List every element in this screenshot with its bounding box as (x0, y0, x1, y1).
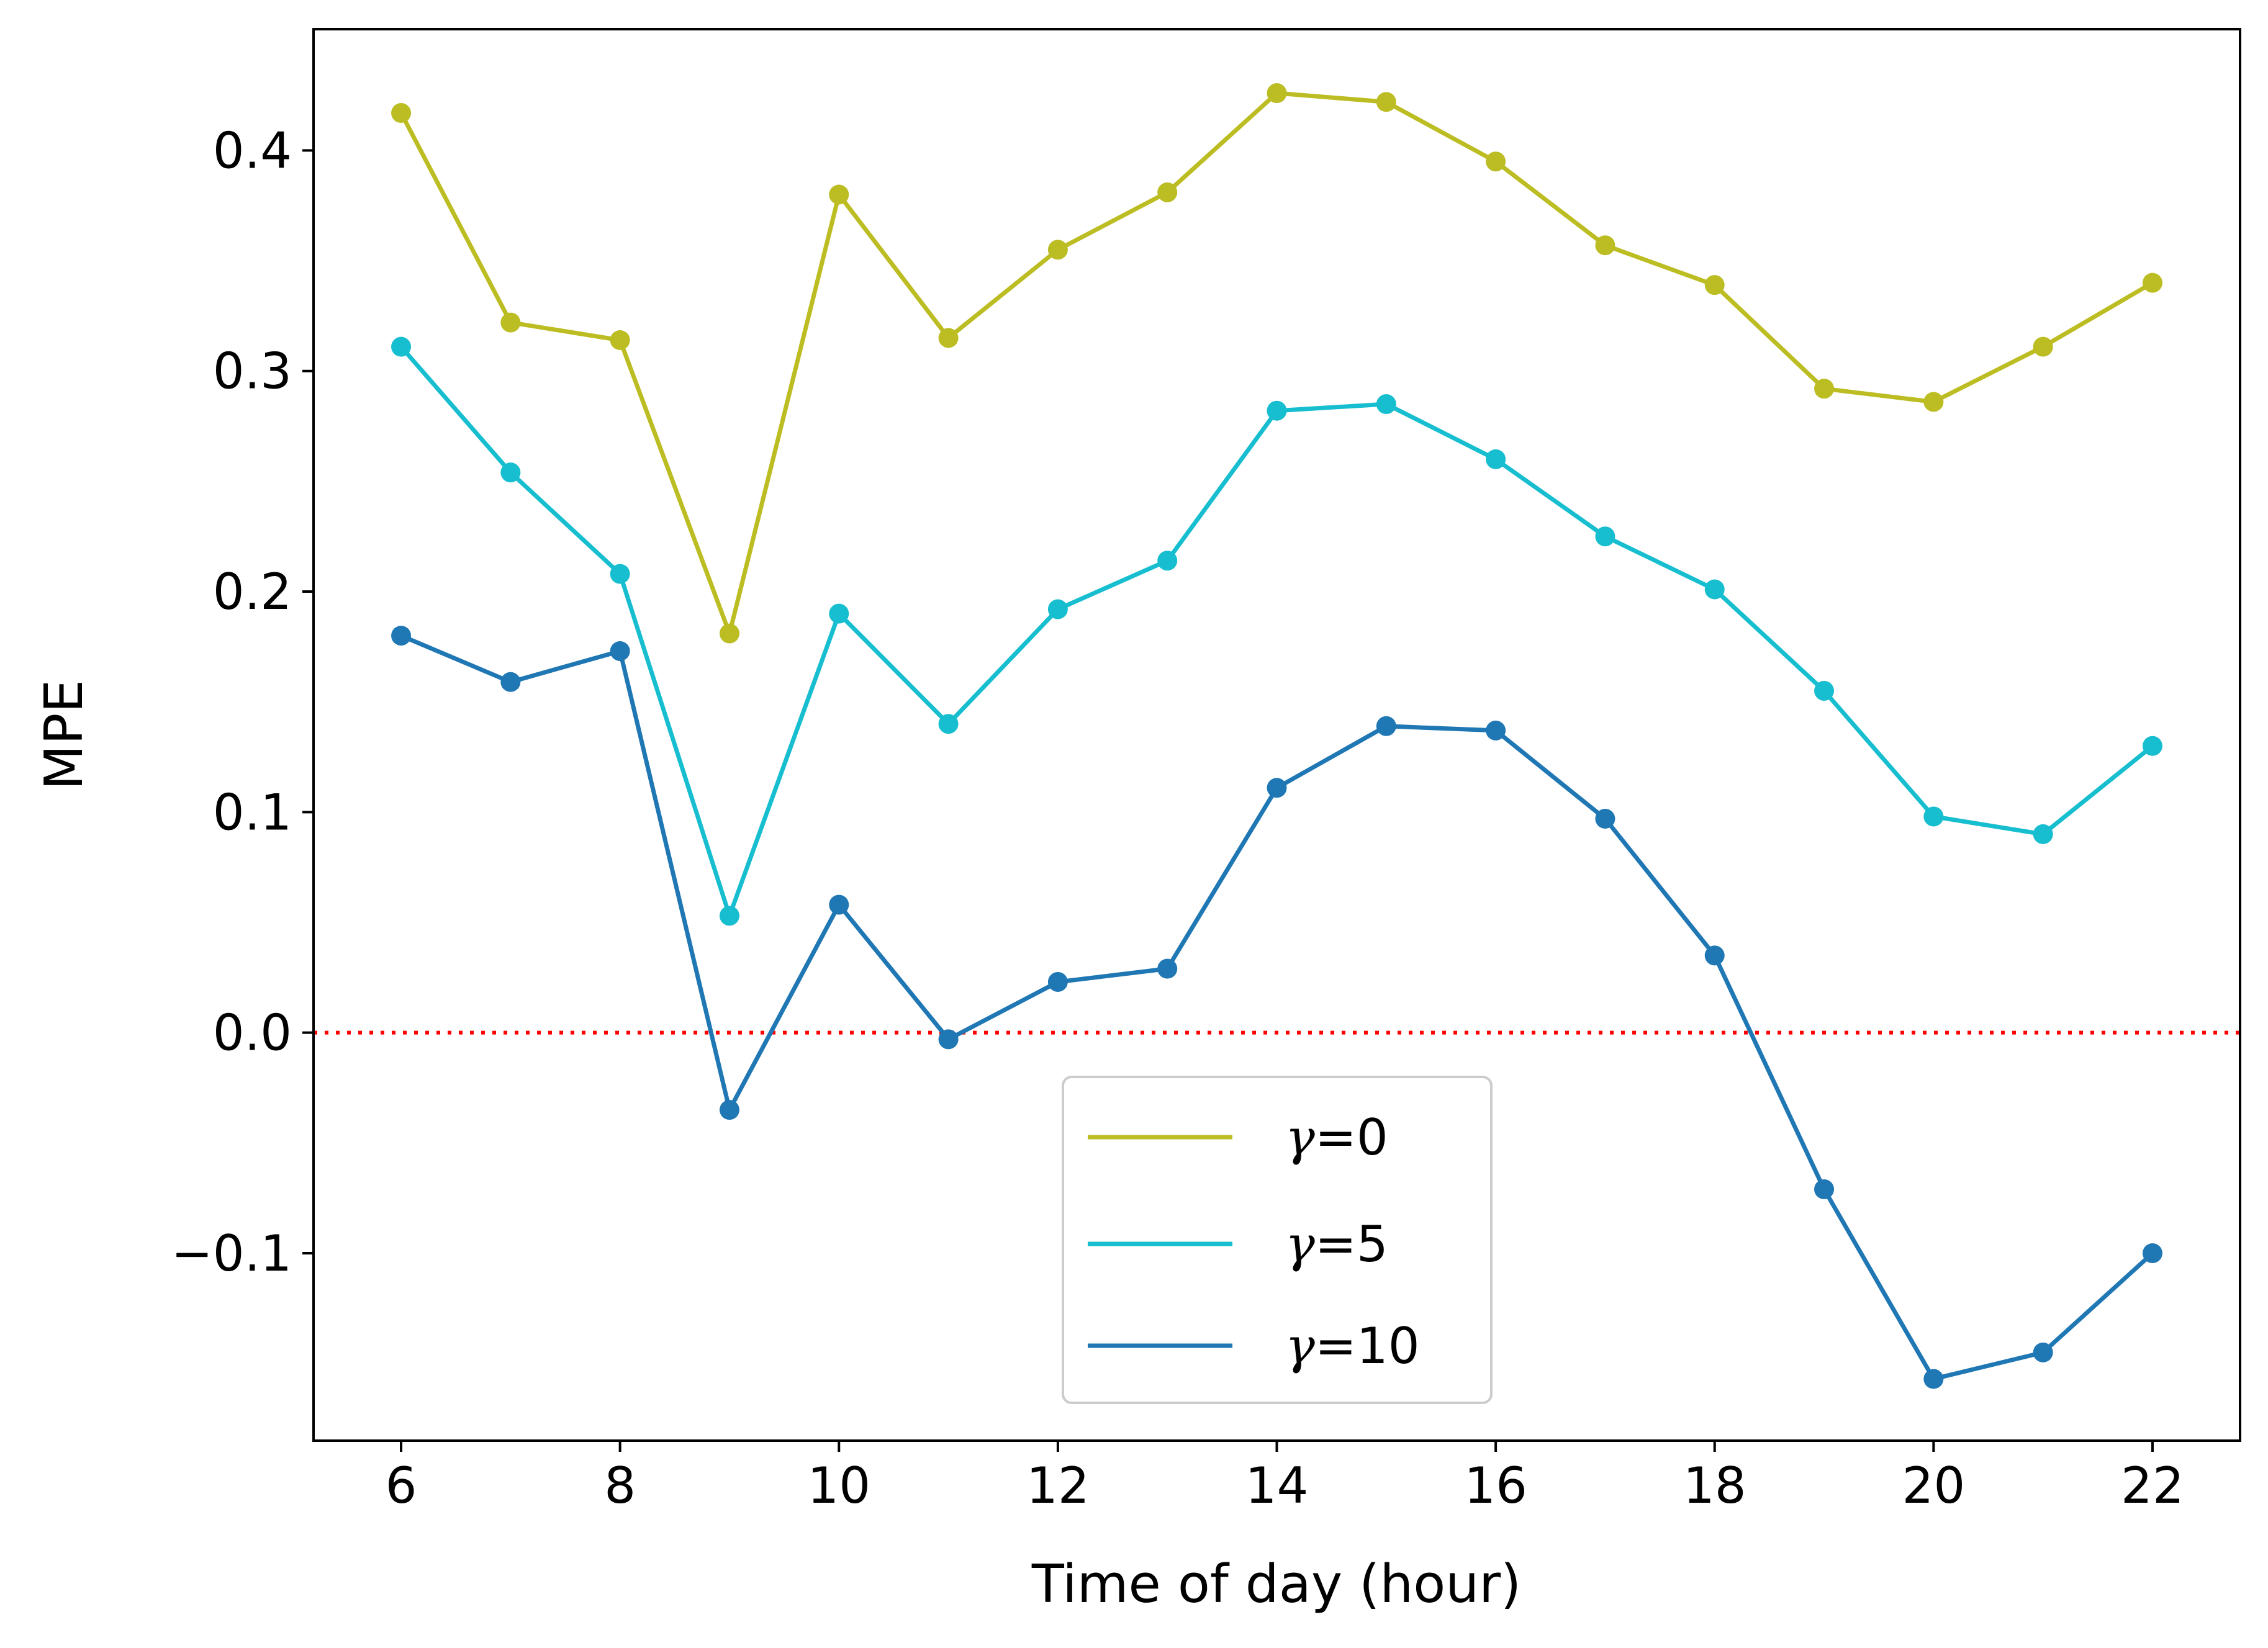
data-point (1595, 809, 1615, 829)
y-tick-label: 0.0 (213, 1004, 292, 1062)
data-point (1047, 971, 1068, 992)
data-point (829, 184, 849, 205)
data-point (1923, 392, 1944, 412)
data-point (1267, 778, 1287, 798)
x-tick-label: 22 (2121, 1457, 2184, 1515)
data-point (1376, 92, 1396, 112)
data-point (1267, 83, 1287, 104)
data-point (1157, 958, 1178, 979)
x-tick-label: 16 (1464, 1457, 1527, 1515)
series-2 (391, 626, 2162, 1389)
x-tick-label: 6 (386, 1457, 417, 1515)
data-point (1923, 1369, 1944, 1389)
data-point (719, 906, 739, 926)
data-point (1047, 240, 1068, 260)
x-tick-label: 20 (1902, 1457, 1965, 1515)
data-point (1923, 806, 1944, 827)
legend-box (1062, 1076, 1493, 1404)
x-axis-label: Time of day (hour) (1031, 1554, 1521, 1615)
plot-marks (314, 83, 2240, 1389)
x-tick-label: 10 (807, 1457, 870, 1515)
data-point (1486, 449, 1506, 469)
data-point (2142, 1243, 2162, 1263)
data-point (610, 564, 630, 584)
data-point (2033, 824, 2053, 844)
data-point (2033, 336, 2053, 357)
legend-label: γ=5 (1285, 1215, 1388, 1273)
data-point (719, 1100, 739, 1120)
x-tick-label: 18 (1683, 1457, 1746, 1515)
data-point (500, 312, 521, 333)
data-point (1814, 1179, 1835, 1199)
data-point (1595, 235, 1615, 256)
data-point (1814, 680, 1835, 701)
data-point (2033, 1342, 2053, 1362)
y-axis-label: MPE (34, 680, 95, 790)
y-tick-label: 0.1 (213, 783, 292, 841)
x-tick-label: 12 (1026, 1457, 1090, 1515)
data-point (1486, 151, 1506, 172)
data-point (1376, 394, 1396, 415)
legend: γ=0 γ=5 γ=10 (1062, 1076, 1493, 1404)
y-axis: −0.1 0.0 0.1 0.2 0.3 0.4 (171, 122, 314, 1282)
data-point (938, 714, 959, 734)
series-1 (391, 336, 2162, 926)
x-tick-label: 14 (1245, 1457, 1309, 1515)
data-point (2142, 272, 2162, 293)
y-tick-label: 0.2 (213, 563, 292, 621)
data-point (391, 626, 412, 646)
data-point (1704, 275, 1725, 295)
y-tick-label: −0.1 (171, 1225, 292, 1282)
data-point (500, 672, 521, 692)
legend-label: γ=0 (1285, 1109, 1388, 1166)
legend-label: γ=10 (1285, 1317, 1420, 1375)
data-point (1595, 526, 1615, 547)
data-point (938, 1029, 959, 1050)
data-point (1814, 379, 1835, 399)
series-0 (391, 83, 2162, 644)
data-point (2142, 736, 2162, 756)
y-tick-label: 0.4 (213, 122, 292, 179)
series-line (399, 91, 2154, 636)
data-point (391, 103, 412, 124)
data-point (1047, 599, 1068, 619)
data-point (1267, 400, 1287, 421)
data-point (1376, 716, 1396, 736)
data-point (1704, 579, 1725, 600)
data-point (610, 641, 630, 661)
data-point (500, 462, 521, 483)
data-point (719, 623, 739, 644)
data-point (829, 894, 849, 915)
y-tick-label: 0.3 (213, 343, 292, 400)
data-point (1704, 945, 1725, 966)
data-point (391, 336, 412, 357)
data-point (1157, 551, 1178, 571)
x-axis: 6 8 10 12 14 16 18 20 22 (386, 1441, 2184, 1515)
data-point (1486, 720, 1506, 741)
data-point (938, 328, 959, 348)
data-point (829, 603, 849, 624)
x-tick-label: 8 (604, 1457, 636, 1515)
data-point (610, 330, 630, 350)
data-point (1157, 182, 1178, 202)
